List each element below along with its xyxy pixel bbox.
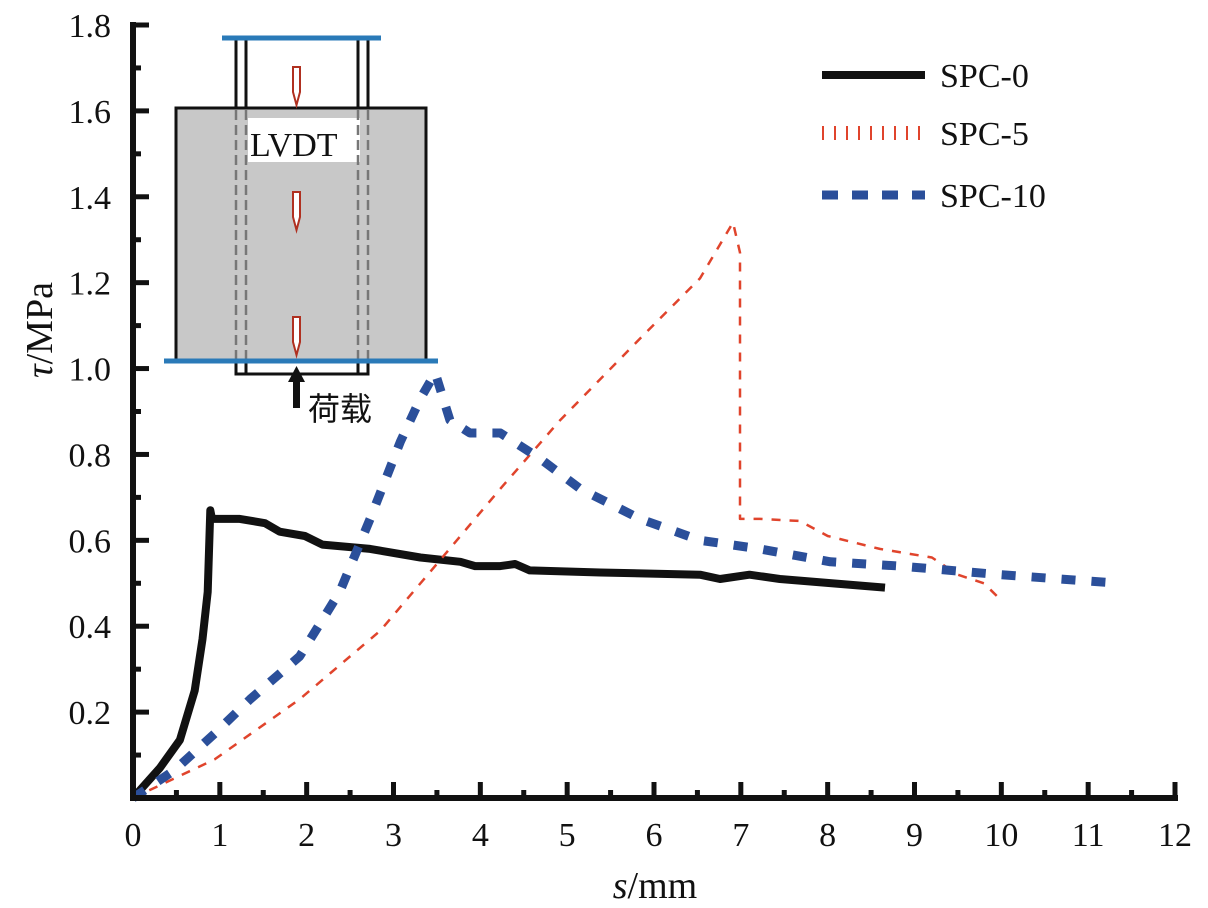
x-tick-label: 8 [819, 817, 836, 854]
series-line-spc-0 [130, 506, 886, 801]
x-axis-title: s/mm [613, 865, 697, 907]
inset-dashed-bars [234, 110, 370, 360]
y-axis-title: τ/MPa [19, 282, 61, 378]
inset-label-background [248, 118, 360, 162]
x-tick-label: 1 [211, 817, 228, 854]
x-tick-label: 7 [732, 817, 749, 854]
legend: SPC-0 SPC-5 SPC-10 [822, 58, 1046, 215]
y-tick-label: 0.6 [69, 523, 112, 560]
y-tick-label: 1.2 [69, 266, 112, 303]
y-tick-label: 1.0 [69, 352, 112, 389]
x-axis-symbol: s [613, 865, 628, 907]
legend-label-spc-5: SPC-5 [940, 116, 1029, 153]
x-tick-label: 12 [1158, 817, 1192, 854]
y-axis-unit: /MPa [19, 282, 61, 364]
x-tick-label: 0 [125, 817, 142, 854]
load-arrow-icon [288, 366, 305, 408]
inset-diagram: LVDT 荷载 [164, 35, 438, 428]
y-tick-label: 0.8 [69, 437, 112, 474]
x-tick-label: 6 [646, 817, 663, 854]
x-tick-label: 11 [1072, 817, 1105, 854]
inset-load-label: 荷载 [308, 390, 372, 428]
x-tick-label: 2 [298, 817, 315, 854]
series-line-spc-10 [130, 368, 1121, 802]
y-tick-label: 1.4 [69, 180, 112, 217]
y-axis-symbol: τ [19, 363, 61, 378]
y-tick-label: 0.4 [69, 609, 112, 646]
x-tick-label: 9 [906, 817, 923, 854]
x-tick-label: 5 [559, 817, 576, 854]
inset-bar-left [234, 40, 370, 376]
lvdt-arrow-icons [292, 66, 301, 359]
inset-lvdt-label: LVDT [250, 127, 338, 164]
x-tick-label: 4 [472, 817, 489, 854]
legend-label-spc-10: SPC-10 [940, 178, 1046, 215]
axes: 0 1 2 3 4 5 6 7 8 9 10 11 120.20.40.60.81.01.21.41.6… [69, 8, 1193, 854]
x-tick-label: 10 [984, 817, 1018, 854]
y-tick-label: 0.2 [69, 695, 112, 732]
legend-label-spc-0: SPC-0 [940, 58, 1029, 95]
y-tick-label: 1.8 [69, 8, 112, 45]
x-tick-label: 3 [385, 817, 402, 854]
x-axis-unit: /mm [628, 865, 698, 907]
y-tick-label: 1.6 [69, 94, 112, 131]
series-layer [130, 221, 1121, 802]
